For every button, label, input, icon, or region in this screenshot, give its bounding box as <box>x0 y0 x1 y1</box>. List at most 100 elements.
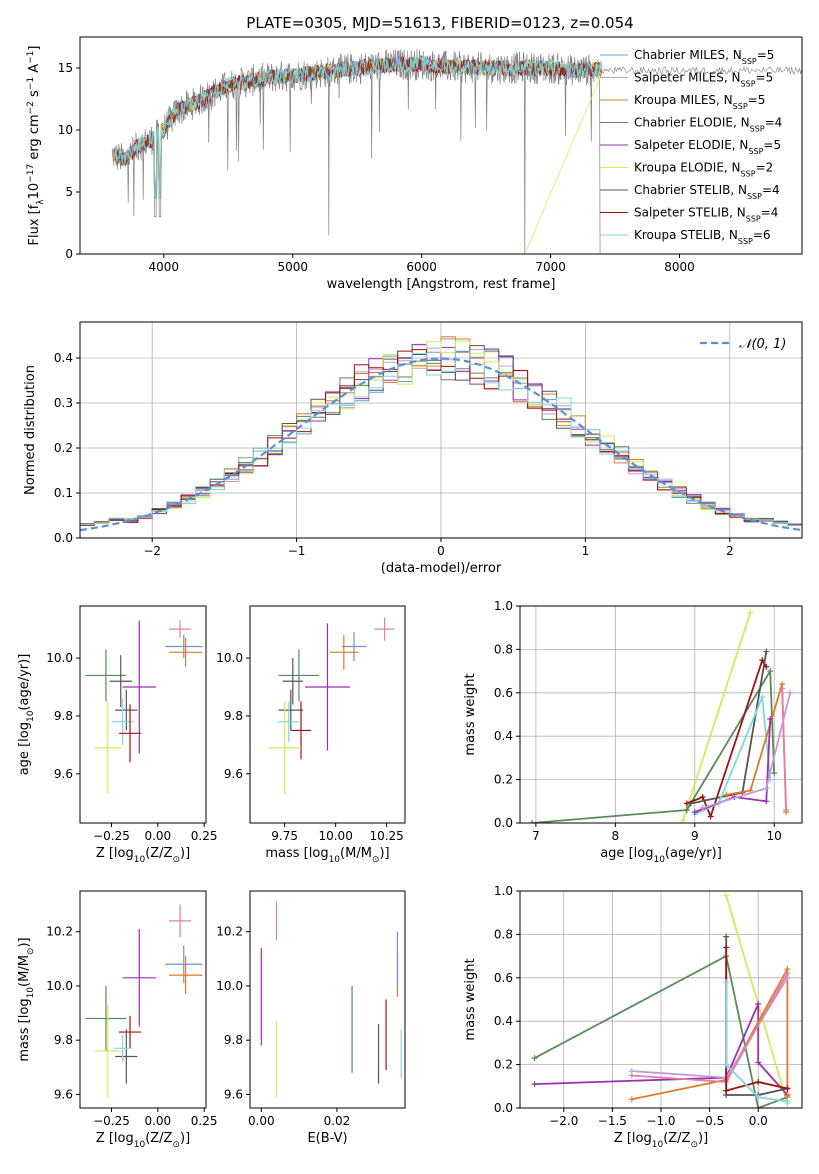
weight-point <box>763 785 770 792</box>
x-axis-label: Z [log10(Z/Z⊙)] <box>96 846 190 865</box>
x-axis-label-part: )] <box>180 1131 190 1146</box>
model-spectrum-chabrier-stelib <box>114 56 602 199</box>
weight-point <box>699 804 706 811</box>
legend-entry: Salpeter MILES, NSSP=5 <box>634 71 773 89</box>
y-axis-label-part: )] <box>17 937 32 947</box>
plot-area <box>111 49 802 254</box>
legend-entry-main: Kroupa STELIB, N <box>634 228 738 242</box>
legend-entry-end: =5 <box>757 48 775 62</box>
weight-point <box>755 1094 762 1101</box>
y-tick-label: 10.2 <box>216 925 243 939</box>
x-axis-label: Z [log10(Z/Z⊙)] <box>614 1131 708 1150</box>
x-axis-label-part: 10 <box>134 1140 146 1150</box>
x-tick-label: 0.25 <box>191 829 218 843</box>
y-axis-label-part: 10 <box>26 987 36 999</box>
legend-entry-end: =5 <box>756 71 774 85</box>
plot-frame <box>79 890 207 1109</box>
legend-entry-sub: SSP <box>748 147 763 156</box>
y-tick-label: 0.0 <box>494 1101 513 1115</box>
legend-entry-end: =5 <box>763 138 781 152</box>
x-tick-label: 2 <box>726 544 734 558</box>
y-axis-label: mass [log10(M/M⊙)] <box>17 937 36 1061</box>
weight-point <box>691 809 698 816</box>
y-axis-label-part: 10 <box>27 183 42 200</box>
plot-frame <box>249 890 406 1109</box>
y-tick-label: 0.6 <box>494 971 513 985</box>
x-axis-label-part: ⊙ <box>372 855 380 865</box>
y-tick-label: 10.0 <box>46 651 73 665</box>
x-axis-label-part: ⊙ <box>172 1140 180 1150</box>
weight-series-kroupa-stelib <box>725 982 788 1103</box>
x-tick-label: 9 <box>691 829 699 843</box>
model-spectrum-kroupa-miles <box>111 56 603 199</box>
weight-series-kroupa-miles <box>631 968 789 1101</box>
plot-area <box>260 901 402 1098</box>
weight-point <box>747 609 754 616</box>
age-vs-mass-panel: 9.75 10.00 10.25 9.6 9.8 10.0 mass [log10(M/M⊙… <box>216 605 406 865</box>
gaussian-curve <box>80 357 802 532</box>
spectrum-panel: 4000 5000 6000 7000 8000 0 5 10 15 wavelength [An… <box>26 36 803 292</box>
legend-entry-sub: SSP <box>741 169 756 178</box>
y-tick-label: 0.4 <box>54 351 73 365</box>
legend-entry-sub: SSP <box>750 124 765 133</box>
residuals-panel: −2 −1 0 1 2 0.0 0.1 0.2 0.3 0.4 (data-model)/error… <box>23 321 803 576</box>
model-spectrum-salpeter-miles <box>111 55 603 199</box>
weight-point <box>763 798 770 805</box>
y-tick-label: 9.8 <box>54 709 73 723</box>
x-tick-label: 1 <box>582 544 590 558</box>
legend-entry-end: =5 <box>748 93 766 107</box>
plot-area <box>531 892 791 1108</box>
weight-point <box>784 1098 791 1105</box>
weight-series-kroupa-elodie <box>725 895 789 1104</box>
weight-point <box>531 1081 538 1088</box>
y-axis-label-part: −1 <box>26 51 36 64</box>
y-axis-label-part: −1 <box>26 77 36 90</box>
x-axis-label-part: ⊙ <box>172 855 180 865</box>
x-tick-label: −2 <box>143 544 161 558</box>
legend-entry-end: =4 <box>761 206 779 220</box>
y-axis-label-part: ] <box>27 46 42 51</box>
y-axis-label-part: −17 <box>26 164 36 183</box>
x-axis-label-part: age [log <box>600 846 653 861</box>
legend-entry-sub: SSP <box>746 214 761 223</box>
legend-entry-main: Salpeter MILES, N <box>634 71 741 85</box>
weight-point <box>707 813 714 820</box>
y-tick-label: 0.1 <box>54 486 73 500</box>
y-tick-label: 9.8 <box>54 1033 73 1047</box>
weight-point <box>687 800 694 807</box>
legend-entry: Kroupa ELODIE, NSSP=2 <box>634 161 773 179</box>
x-tick-label: −0.25 <box>93 1114 130 1128</box>
x-axis-label-part: (age/yr)] <box>665 846 722 861</box>
x-tick-label: 10.25 <box>369 829 403 843</box>
x-tick-label: 7 <box>532 829 540 843</box>
y-tick-label: 9.6 <box>224 1087 243 1101</box>
figure-title: PLATE=0305, MJD=51613, FIBERID=0123, z=0… <box>246 14 633 32</box>
legend-entry-main: Salpeter ELODIE, N <box>634 138 748 152</box>
x-axis-label-part: Z [log <box>96 846 134 861</box>
y-tick-label: 9.8 <box>224 1033 243 1047</box>
histogram-kroupa-stelib <box>80 350 802 528</box>
x-tick-label: 10.00 <box>318 829 352 843</box>
weight-point <box>723 1087 730 1094</box>
y-tick-label: 10.0 <box>216 651 243 665</box>
weight-point <box>683 806 690 813</box>
x-axis-label-part: 10 <box>329 855 341 865</box>
x-axis-label-part: (Z/Z <box>663 1131 690 1146</box>
x-tick-label: 4000 <box>149 260 180 274</box>
y-tick-label: 0.2 <box>494 773 513 787</box>
x-axis-label-part: (M/M <box>340 846 372 861</box>
model-spectrum-kroupa-stelib <box>114 55 603 199</box>
legend-entry-end: =4 <box>765 116 783 130</box>
weight-point <box>755 1059 762 1066</box>
y-tick-label: 15 <box>58 61 73 75</box>
weight-series-chabrier-elodie <box>534 954 788 1108</box>
weight-point <box>767 715 774 722</box>
plot-frame <box>79 321 803 539</box>
y-tick-label: 0.2 <box>494 1058 513 1072</box>
y-tick-label: 0.0 <box>494 816 513 830</box>
weight-point <box>723 791 730 798</box>
y-axis-label: Normed distribution <box>23 365 38 495</box>
y-axis-label-part: A <box>27 64 42 77</box>
weight-series-kroupa-elodie <box>681 612 752 822</box>
